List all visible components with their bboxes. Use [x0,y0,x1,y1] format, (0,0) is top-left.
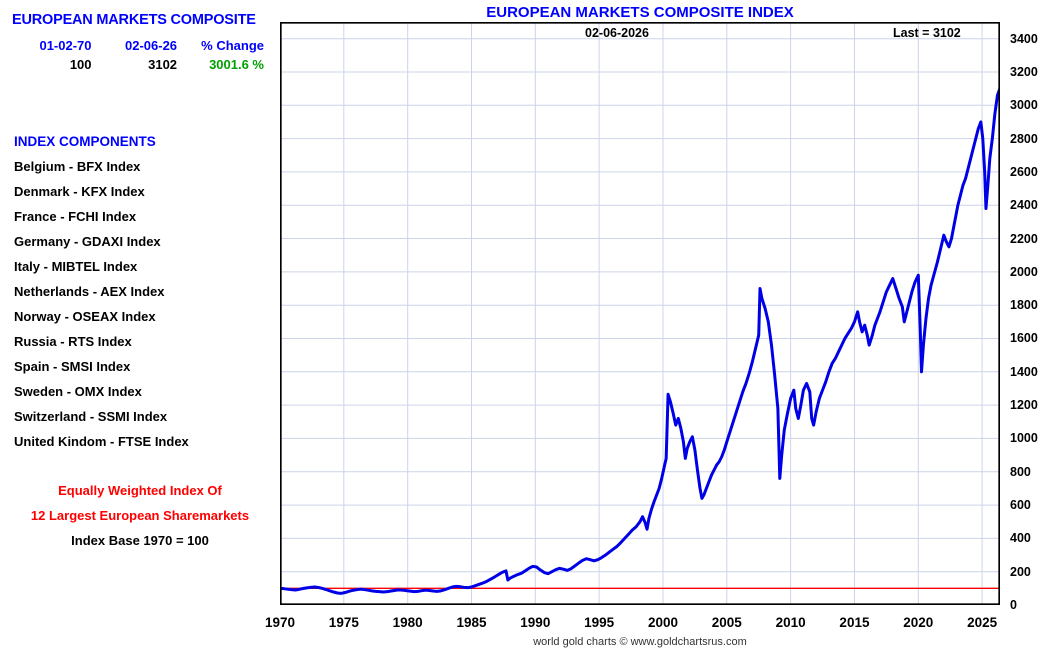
component-item: Norway - OSEAX Index [14,309,156,324]
y-tick-label: 400 [1010,531,1031,546]
panel-title: EUROPEAN MARKETS COMPOSITE [12,12,256,28]
x-tick-label: 1985 [456,615,487,630]
y-tick-label: 1400 [1010,364,1038,379]
summary-value-row: 100 3102 3001.6 % [8,57,266,72]
component-item: Italy - MIBTEL Index [14,259,138,274]
components-list: Belgium - BFX Index Denmark - KFX Index Fr… [14,154,274,454]
x-tick-label: 1995 [584,615,615,630]
y-tick-label: 2800 [1010,131,1038,146]
x-tick-label: 1970 [264,615,296,630]
chart-svg [280,22,1000,605]
note-line-2: 12 Largest European Sharemarkets [30,508,250,523]
component-item: France - FCHI Index [14,209,137,224]
x-tick-label: 1980 [392,615,423,630]
note-line-1: Equally Weighted Index Of [58,483,222,498]
summary-header-start-date: 01-02-70 [39,38,92,53]
y-tick-label: 0 [1010,598,1017,612]
y-tick-label: 2200 [1010,231,1038,246]
y-tick-label: 2000 [1010,264,1038,279]
component-item: Switzerland - SSMI Index [14,409,168,424]
summary-value-change: 3001.6 % [209,57,264,72]
component-item: Netherlands - AEX Index [14,284,165,299]
chart-last-value-label: Last = 3102 [893,26,961,40]
component-item: Sweden - OMX Index [14,384,142,399]
summary-header-change: % Change [201,38,264,53]
summary-value-start: 100 [69,57,92,72]
summary-header-row: 01-02-70 02-06-26 % Change [8,38,266,57]
x-tick-label: 2025 [967,615,998,630]
x-tick-label: 1975 [328,615,359,630]
y-tick-label: 600 [1010,498,1031,513]
chart-plot-area [280,22,1000,605]
y-tick-label: 3200 [1010,64,1038,79]
y-tick-label: 200 [1010,564,1031,579]
summary-header-end-date: 02-06-26 [124,38,178,53]
y-tick-label: 1600 [1010,331,1038,346]
component-item: Spain - SMSI Index [14,359,131,374]
y-tick-label: 1200 [1010,398,1038,413]
x-tick-label: 2005 [711,615,742,630]
summary-value-end: 3102 [148,57,178,72]
component-item: Denmark - KFX Index [14,184,145,199]
plot-frame [280,22,1000,605]
component-item: Russia - RTS Index [14,334,132,349]
note-block: Equally Weighted Index Of 12 Largest Eur… [0,478,280,554]
chart-title: EUROPEAN MARKETS COMPOSITE INDEX [486,4,794,21]
component-item: United Kindom - FTSE Index [14,434,189,449]
x-tick-label: 2010 [775,615,806,630]
x-tick-label: 2000 [647,615,678,630]
note-line-3: Index Base 1970 = 100 [71,533,209,548]
series-line [280,86,1000,595]
y-tick-label: 1800 [1010,298,1038,313]
chart-date-label: 02-06-2026 [585,26,649,40]
chart-credit: world gold charts © www.goldchartsrus.co… [533,636,747,648]
x-tick-label: 1990 [520,615,551,630]
y-tick-label: 3000 [1010,98,1038,113]
plot-background [280,22,1000,605]
y-tick-label: 2600 [1010,164,1038,179]
components-title: INDEX COMPONENTS [14,134,156,149]
y-tick-label: 3400 [1010,31,1038,46]
summary-table: 01-02-70 02-06-26 % Change 100 3102 3001… [8,38,266,72]
x-tick-label: 2020 [903,615,934,630]
component-item: Germany - GDAXI Index [14,234,161,249]
x-tick-label: 2015 [839,615,870,630]
gridlines [280,22,1000,605]
y-tick-label: 800 [1010,464,1031,479]
component-item: Belgium - BFX Index [14,159,141,174]
info-panel: EUROPEAN MARKETS COMPOSITE 01-02-70 02-0… [0,0,280,650]
y-tick-label: 2400 [1010,198,1038,213]
y-tick-label: 1000 [1010,431,1038,446]
